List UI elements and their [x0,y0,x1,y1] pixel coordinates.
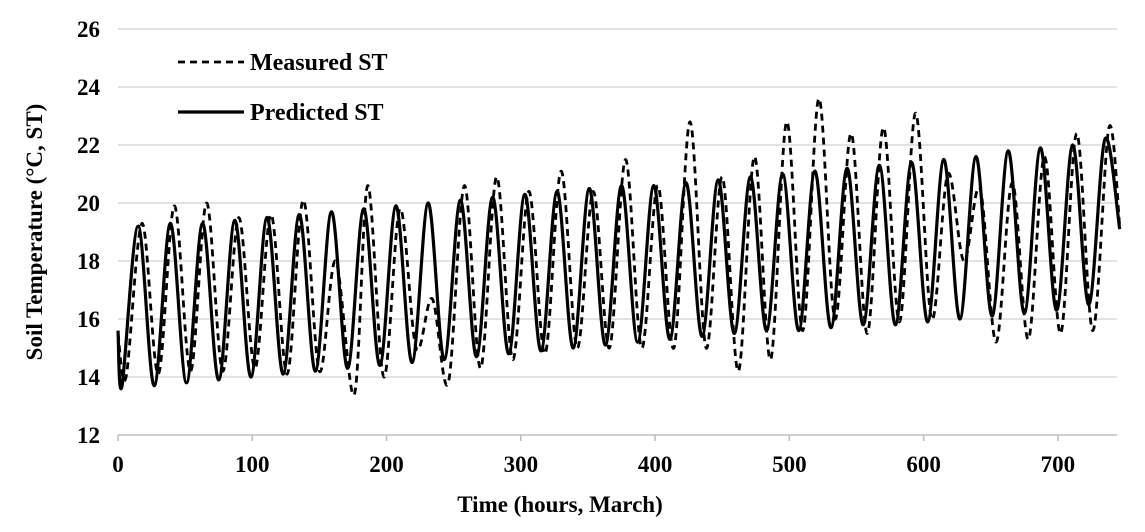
x-tick-label-300: 300 [504,452,539,477]
x-tick-label-100: 100 [235,452,270,477]
y-tick-label-22: 22 [77,133,100,158]
gridlines [118,28,1117,378]
x-tick-label-600: 600 [906,452,941,477]
legend-label-predicted: Predicted ST [250,100,384,126]
legend: Measured ST Predicted ST [178,50,388,126]
y-tick-label-26: 26 [77,17,100,42]
series-line-measured [116,97,1122,397]
axes [117,434,1117,441]
x-tick-label-200: 200 [369,452,404,477]
series-line-predicted [116,136,1122,391]
x-axis-title: Time (hours, March) [457,492,663,517]
y-tick-label-18: 18 [77,249,100,274]
x-tick-label-400: 400 [638,452,673,477]
series-lines [116,97,1122,397]
x-tick-label-500: 500 [772,452,807,477]
x-tick-label-700: 700 [1041,452,1076,477]
y-tick-label-24: 24 [77,75,101,100]
x-tick-label-0: 0 [112,452,124,477]
legend-label-measured: Measured ST [250,50,388,76]
y-axis-title: Soil Temperature (°C, ST) [22,104,47,361]
y-tick-label-12: 12 [77,423,100,448]
tick-labels: 12 14 16 18 20 22 24 26 0 100 200 300 400 500 600 700 [77,17,1075,477]
y-tick-label-20: 20 [77,191,100,216]
y-tick-label-14: 14 [77,365,101,390]
y-tick-label-16: 16 [77,307,100,332]
